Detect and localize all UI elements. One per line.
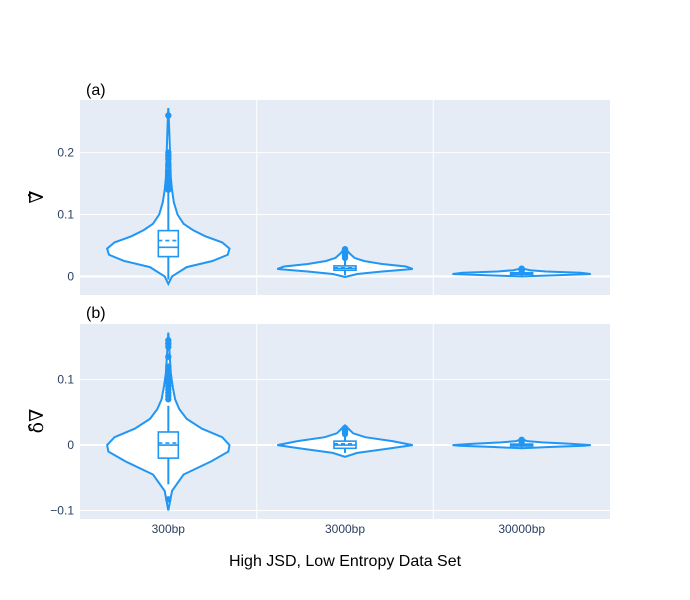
outlier-point <box>165 155 172 163</box>
y-tick-label: −0.1 <box>50 503 74 517</box>
x-tick-label: 3000bp <box>325 522 365 536</box>
outlier-point <box>518 265 525 272</box>
y-tick-label: 0.1 <box>57 373 74 387</box>
y-tick-label: 0.2 <box>57 146 74 160</box>
panel-b-vertical-grid <box>256 324 434 519</box>
x-tick-label: 30000bp <box>498 522 545 536</box>
outlier-point <box>341 245 349 253</box>
y-tick-label: 0.1 <box>57 208 74 222</box>
outlier-point <box>165 112 172 119</box>
y-tick-label: 0 <box>67 438 74 452</box>
x-tick-label: 300bp <box>152 522 186 536</box>
x-axis-title: High JSD, Low Entropy Data Set <box>229 553 462 570</box>
panel-a: 0 0.1 0.2 (a) ∇̂ <box>26 82 610 295</box>
outlier-point <box>165 161 172 169</box>
outlier-point <box>165 496 172 503</box>
outlier-point <box>341 424 349 432</box>
x-axis-tick-labels: 300bp 3000bp 30000bp <box>152 522 546 536</box>
box <box>157 229 180 258</box>
panel-a-label: (a) <box>86 82 106 99</box>
panel-b: −0.1 0 0.1 (b) δ̂∇ <box>26 305 610 519</box>
outlier-point <box>165 353 172 360</box>
outlier-point <box>165 186 172 193</box>
outlier-point <box>518 436 525 444</box>
panel-b-label: (b) <box>86 305 106 322</box>
outlier-point <box>165 396 172 403</box>
panel-b-y-axis-title: δ̂∇ <box>26 409 48 434</box>
y-tick-label: 0 <box>67 269 74 283</box>
panel-a-y-axis-title: ∇̂ <box>26 190 48 203</box>
outlier-point <box>165 343 172 351</box>
panel-a-vertical-grid <box>256 100 434 295</box>
